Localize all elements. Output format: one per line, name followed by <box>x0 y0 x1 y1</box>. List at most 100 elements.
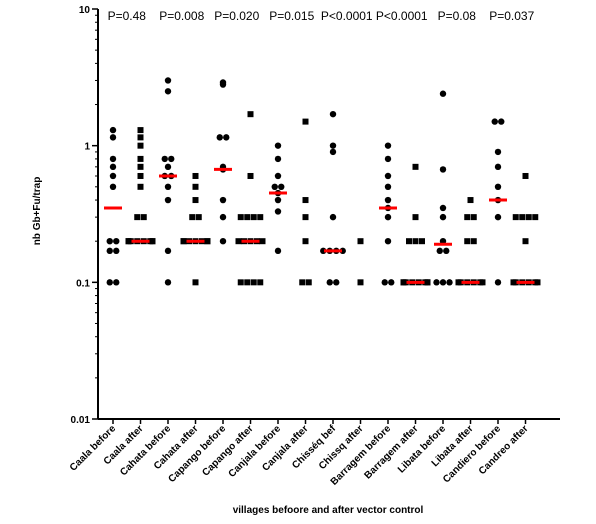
y-tick-label: 0.01 <box>71 415 91 426</box>
data-point-circle <box>329 142 337 149</box>
x-tick-label: Caala before <box>68 423 119 474</box>
data-point-circle <box>381 279 388 286</box>
data-point-square <box>522 172 529 179</box>
data-point-square <box>357 279 364 286</box>
p-value-label: P<0.0001 <box>376 9 428 23</box>
data-point-circle <box>498 118 505 125</box>
data-point-circle <box>113 237 120 245</box>
p-value-label: P=0.020 <box>214 9 259 23</box>
median-lines <box>104 167 535 284</box>
data-point-square <box>247 111 254 118</box>
data-point-square <box>512 214 519 221</box>
data-point-circle <box>384 196 392 204</box>
data-point-square <box>237 214 244 221</box>
data-point-circle <box>109 155 117 163</box>
data-point-circle <box>388 279 395 286</box>
data-point-square <box>127 238 134 245</box>
data-point-circle <box>109 172 117 180</box>
data-point-square <box>534 279 541 286</box>
data-point-circle <box>274 247 282 255</box>
data-point-square <box>424 279 431 286</box>
data-point-square <box>470 238 477 245</box>
data-point-square <box>192 279 199 286</box>
x-tick-label: Candreo after <box>477 423 531 477</box>
data-point-square <box>479 279 486 286</box>
data-point-circle <box>164 196 172 204</box>
data-point-square <box>257 214 264 221</box>
data-point-circle <box>109 183 117 191</box>
data-point-square <box>192 172 199 179</box>
x-axis <box>98 418 560 424</box>
data-point-circle <box>494 148 502 156</box>
data-point-square <box>412 238 419 245</box>
data-point-square <box>467 197 474 204</box>
data-point-square <box>464 214 471 221</box>
data-point-circle <box>436 247 443 255</box>
data-point-square <box>357 238 364 245</box>
data-point-circle <box>439 213 447 221</box>
data-point-circle <box>384 237 392 245</box>
data-point-square <box>464 238 471 245</box>
p-value-label: P=0.008 <box>159 9 204 23</box>
y-tick-label: 1 <box>84 142 90 153</box>
data-point-square <box>402 279 409 286</box>
data-point-square <box>302 238 309 245</box>
data-point-square <box>140 214 147 221</box>
p-value-label: P=0.08 <box>438 9 477 23</box>
data-point-circle <box>494 183 502 191</box>
data-point-square <box>259 238 266 245</box>
data-point-square <box>250 279 257 286</box>
data-point-square <box>519 214 526 221</box>
data-point-square <box>137 134 144 141</box>
data-point-square <box>137 172 144 179</box>
data-point-square <box>470 214 477 221</box>
data-point-circle <box>219 213 227 221</box>
data-point-circle <box>329 213 337 221</box>
y-axis-title: nb Gb+Fu/trap <box>32 177 43 246</box>
data-point-circle <box>164 183 172 191</box>
data-point-square <box>137 142 144 149</box>
data-point-square <box>137 155 144 162</box>
p-value-label: P<0.0001 <box>321 9 373 23</box>
data-point-square <box>149 238 156 245</box>
data-point-square <box>195 214 202 221</box>
data-point-circle <box>161 155 168 163</box>
data-point-square <box>192 197 199 204</box>
data-point-square <box>299 279 306 286</box>
data-point-circle <box>164 163 172 171</box>
data-point-square <box>189 214 196 221</box>
data-point-square <box>137 127 144 134</box>
data-point-square <box>137 183 144 190</box>
data-point-circle <box>439 166 447 173</box>
data-point-circle <box>446 279 453 286</box>
data-point-circle <box>274 196 282 204</box>
data-point-square <box>235 238 242 245</box>
data-point-square <box>244 214 251 221</box>
data-point-circle <box>278 183 285 191</box>
data-point-circle <box>333 279 340 286</box>
data-point-circle <box>384 142 392 149</box>
p-value-label: P=0.037 <box>489 9 534 23</box>
data-point-circle <box>339 247 346 255</box>
data-point-square <box>525 214 532 221</box>
data-point-square <box>134 214 141 221</box>
data-point-square <box>192 183 199 190</box>
data-point-square <box>250 214 257 221</box>
p-value-label: P=0.48 <box>108 9 147 23</box>
data-point-square <box>302 118 309 125</box>
data-point-circle <box>274 172 282 180</box>
data-point-circle <box>494 213 502 221</box>
p-value-labels: P=0.48 P=0.008 P=0.020 P=0.015 P<0.0001 P<0.0… <box>108 9 535 23</box>
data-point-circle <box>216 134 223 141</box>
data-point-square <box>412 214 419 221</box>
data-point-circle <box>384 183 392 191</box>
data-point-square <box>257 279 264 286</box>
data-point-square <box>237 279 244 286</box>
data-point-circle <box>164 77 172 84</box>
data-point-circle <box>439 90 447 97</box>
data-point-circle <box>491 118 498 125</box>
data-point-circle <box>439 204 447 212</box>
data-point-circle <box>113 279 120 286</box>
